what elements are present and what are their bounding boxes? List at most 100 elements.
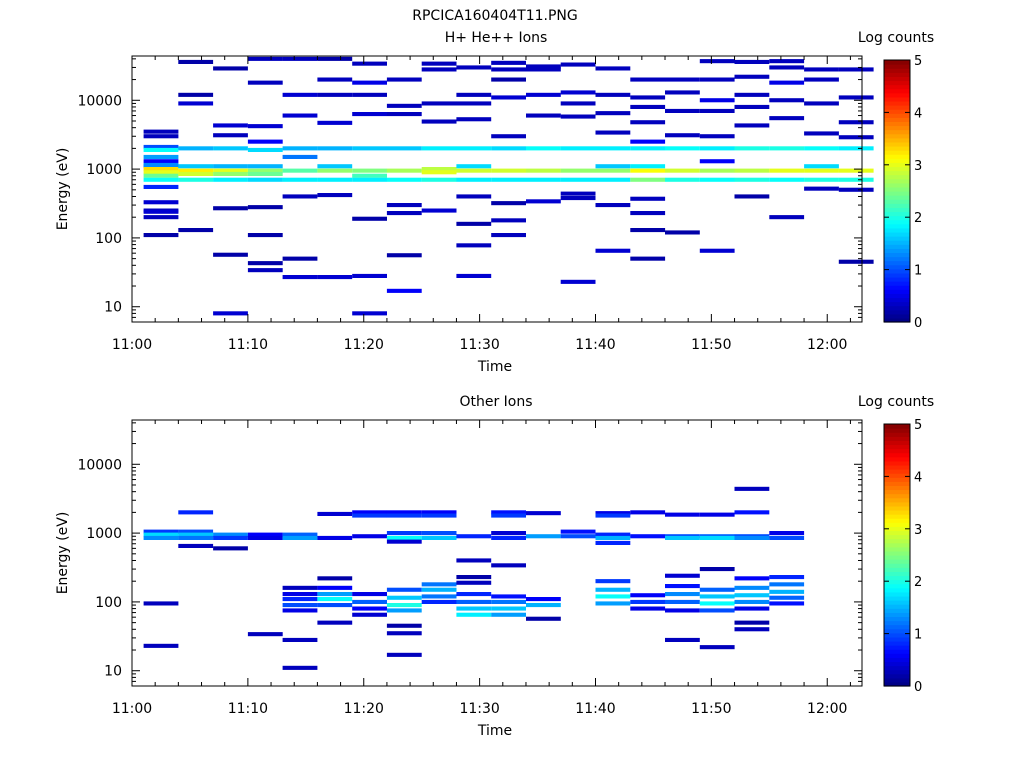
heatmap-cell	[178, 164, 214, 169]
colorbar-segment	[884, 100, 910, 106]
heatmap-cell	[143, 532, 179, 537]
heatmap-cell	[386, 623, 422, 628]
heatmap-cell	[734, 593, 770, 598]
heatmap-cell	[247, 205, 283, 210]
colorbar-segment	[884, 289, 910, 294]
heatmap-cell	[769, 65, 805, 70]
colorbar-segment	[884, 424, 910, 429]
colorbar-segment	[884, 186, 910, 192]
heatmap-cell	[178, 529, 214, 534]
heatmap-cell	[734, 627, 770, 632]
heatmap-cell	[699, 108, 735, 113]
heatmap-cell	[456, 221, 492, 226]
heatmap-cell	[456, 164, 492, 169]
heatmap-cell	[560, 101, 596, 106]
colorbar-segment	[884, 76, 910, 82]
heatmap-cell	[734, 486, 770, 491]
heatmap-cell	[282, 256, 318, 261]
heatmap-cell	[352, 61, 387, 66]
colorbar-segment	[884, 145, 910, 151]
colorbar-segment	[884, 518, 910, 523]
colorbar-segment	[884, 223, 910, 229]
heatmap-cell	[143, 159, 179, 164]
heatmap-cell	[143, 167, 179, 172]
heatmap-cell	[630, 256, 666, 261]
heatmap-cell	[352, 173, 387, 178]
colorbar-segment	[884, 166, 910, 172]
colorbar-segment	[884, 207, 910, 213]
heatmap-cell	[491, 233, 526, 238]
heatmap-cell	[595, 511, 631, 516]
heatmap-cell	[213, 133, 248, 138]
colorbar-frame	[883, 423, 911, 687]
heatmap-cell	[665, 535, 700, 540]
heatmap-cell	[665, 637, 700, 642]
heatmap-cell	[213, 177, 248, 182]
heatmap-cell	[630, 593, 666, 598]
heatmap-cell	[143, 529, 179, 534]
heatmap-cell	[630, 534, 666, 539]
heatmap-cell	[526, 92, 561, 97]
heatmap-cell	[421, 582, 457, 587]
heatmap-cell	[143, 129, 179, 134]
colorbar-segment	[884, 268, 910, 274]
y-tick-label: 10	[104, 300, 122, 316]
heatmap-cell	[734, 194, 770, 199]
heatmap-cell	[352, 612, 387, 617]
heatmap-cell	[665, 608, 700, 613]
heatmap-cell	[665, 230, 700, 235]
heatmap-cell	[456, 168, 492, 173]
heatmap-cell	[595, 92, 631, 97]
heatmap-cell	[143, 643, 179, 648]
heatmap-cell	[247, 147, 283, 152]
colorbar-segment	[884, 681, 910, 687]
colorbar-segment	[884, 436, 910, 441]
heatmap-cell	[352, 112, 387, 117]
colorbar-segment	[884, 244, 910, 249]
heatmap-cell	[838, 259, 874, 264]
heatmap-cell	[143, 147, 179, 152]
heatmap-cell	[386, 203, 422, 208]
colorbar-segment	[884, 452, 910, 458]
heatmap-cell	[595, 66, 631, 71]
x-tick-label: 11:50	[691, 701, 731, 717]
heatmap-cell	[838, 67, 874, 72]
heatmap-cell	[595, 203, 631, 208]
heatmap-cell	[386, 603, 422, 608]
colorbar-tick-label: 1	[914, 264, 922, 279]
heatmap-cell	[213, 206, 248, 211]
colorbar-segment	[884, 534, 910, 540]
heatmap-cell	[734, 535, 770, 540]
colorbar-segment	[884, 264, 910, 270]
colorbar-segment	[884, 170, 910, 176]
heatmap-cell	[352, 168, 387, 173]
colorbar-segment	[884, 182, 910, 188]
heatmap-cell	[456, 575, 492, 580]
heatmap-cell	[734, 620, 770, 625]
colorbar-segment	[884, 285, 910, 290]
heatmap-cell	[526, 616, 561, 621]
colorbar: 0 1 2 3 4 5	[883, 54, 922, 331]
heatmap-cell	[352, 92, 387, 97]
heatmap-cell	[386, 112, 422, 117]
colorbar-segment	[884, 92, 910, 98]
heatmap-cell	[630, 606, 666, 611]
heatmap-cell	[491, 599, 526, 604]
heatmap-cell	[456, 243, 492, 248]
colorbar-segment	[884, 555, 910, 560]
heatmap-cell	[560, 279, 596, 284]
heatmap-cell	[178, 228, 214, 233]
heatmap-cell	[317, 164, 353, 169]
colorbar-segment	[884, 137, 910, 143]
heatmap-cell	[143, 154, 179, 159]
heatmap-cell	[386, 288, 422, 293]
heatmap-cell	[491, 177, 526, 182]
heatmap-cell	[421, 61, 457, 66]
heatmap-cell	[699, 159, 735, 164]
colorbar-segment	[884, 80, 910, 86]
colorbar-segment	[884, 542, 910, 548]
heatmap-cell	[247, 80, 283, 85]
plot-frame	[131, 55, 863, 323]
y-tick-label: 100	[95, 231, 122, 247]
heatmap-cell	[734, 123, 770, 128]
